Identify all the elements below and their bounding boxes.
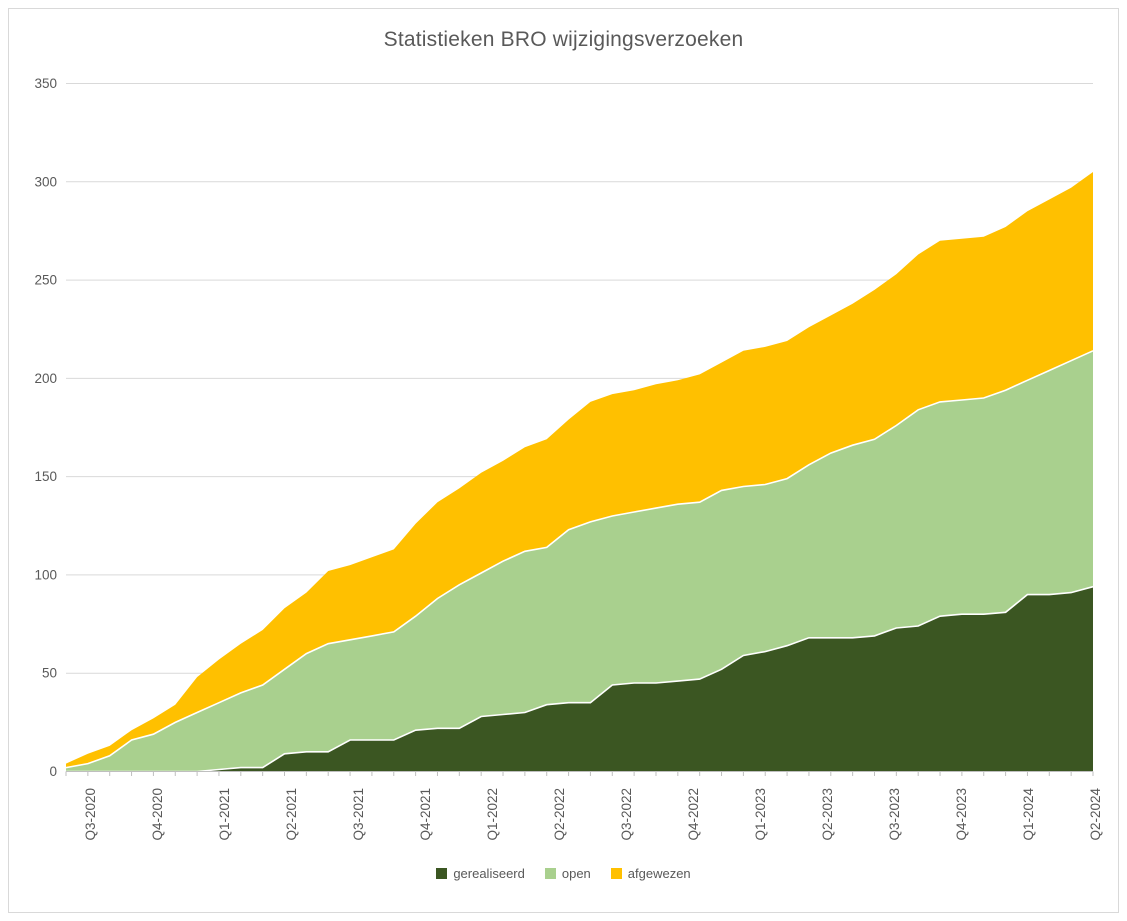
area-afgewezen [66, 172, 1093, 768]
x-axis-label: Q3-2023 [887, 788, 902, 841]
legend-label-afgewezen: afgewezen [627, 866, 691, 881]
x-axis-label: Q4-2021 [418, 788, 433, 841]
area-open [66, 350, 1093, 772]
legend-label-gerealiseerd: gerealiseerd [453, 866, 525, 881]
legend-item-afgewezen: afgewezen [610, 866, 691, 881]
y-axis-label: 150 [34, 469, 57, 484]
x-axis-label: Q2-2024 [1088, 788, 1103, 841]
x-axis-label: Q3-2022 [619, 788, 634, 841]
y-axis-label: 200 [34, 371, 57, 386]
x-axis-label: Q1-2023 [753, 788, 768, 841]
y-axis-label: 0 [49, 764, 57, 779]
y-axis-label: 50 [42, 666, 57, 681]
x-axis-label: Q3-2020 [83, 788, 98, 841]
x-axis-label: Q1-2024 [1021, 788, 1036, 841]
y-axis-label: 300 [34, 174, 57, 189]
boundary-open-afgewezen [65, 350, 1094, 769]
legend-item-gerealiseerd: gerealiseerd [436, 866, 525, 881]
y-axis-label: 100 [34, 567, 57, 582]
x-axis-label: Q4-2022 [686, 788, 701, 841]
legend-swatch-gerealiseerd [436, 868, 448, 879]
legend: gerealiseerd open afgewezen [0, 866, 1127, 881]
x-axis-label: Q1-2022 [485, 788, 500, 841]
legend-label-open: open [561, 866, 591, 881]
y-axis-label: 250 [34, 273, 57, 288]
x-axis-label: Q2-2022 [552, 788, 567, 841]
legend-item-open: open [544, 866, 591, 881]
legend-swatch-open [544, 868, 556, 879]
x-axis-label: Q2-2021 [284, 788, 299, 841]
area-gerealiseerd [66, 586, 1093, 772]
x-axis-label: Q4-2023 [954, 788, 969, 841]
y-axis-label: 350 [34, 76, 57, 91]
x-axis-label: Q3-2021 [351, 788, 366, 841]
x-axis-label: Q1-2021 [217, 788, 232, 841]
chart-title: Statistieken BRO wijzigingsverzoeken [383, 28, 744, 51]
boundary-gerealiseerd-open [66, 585, 1094, 773]
legend-swatch-afgewezen [610, 868, 622, 879]
x-axis-label: Q2-2023 [820, 788, 835, 841]
x-axis-label: Q4-2020 [150, 788, 165, 841]
